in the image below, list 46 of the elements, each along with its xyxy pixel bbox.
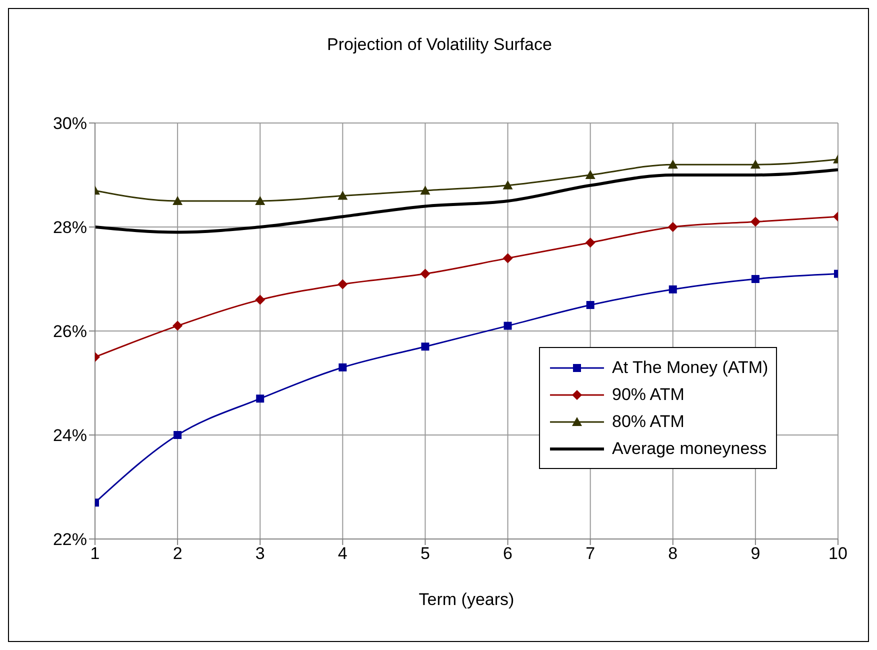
legend-label: 80% ATM [612, 412, 684, 432]
point [174, 431, 182, 439]
legend-label: At The Money (ATM) [612, 358, 768, 378]
point [338, 363, 347, 372]
point [255, 196, 266, 205]
point [750, 160, 760, 169]
point [502, 253, 513, 264]
x-tick-label: 8 [668, 544, 678, 564]
point [750, 216, 760, 227]
y-tick-label: 26% [52, 322, 87, 342]
y-tick-label: 30% [52, 114, 87, 134]
point [338, 279, 348, 290]
point [751, 275, 760, 283]
point [502, 180, 513, 190]
legend-label: Average moneyness [612, 438, 767, 458]
x-tick-label: 10 [828, 544, 848, 564]
point [586, 301, 594, 309]
x-axis-title: Term (years) [418, 590, 514, 609]
x-tick-label: 9 [750, 544, 760, 564]
line-series [95, 168, 838, 234]
x-tick-label: 3 [255, 544, 265, 564]
y-tick-label: 24% [52, 426, 87, 446]
point [420, 186, 430, 195]
point [585, 170, 596, 179]
x-tick-label: 6 [503, 544, 513, 564]
point [172, 196, 183, 205]
point [668, 222, 678, 232]
x-tick-label: 2 [172, 544, 182, 564]
y-tick-label: 22% [52, 530, 87, 550]
x-tick-label: 4 [338, 544, 348, 564]
x-tick-label: 5 [420, 544, 430, 564]
point [338, 190, 348, 200]
point [585, 238, 596, 248]
point [504, 322, 512, 330]
point [256, 394, 264, 403]
chart-title: Projection of Volatility Surface [326, 35, 553, 55]
point [421, 342, 430, 351]
point [668, 285, 677, 294]
x-tick-label: 1 [90, 544, 100, 564]
legend-label: 90% ATM [612, 384, 684, 404]
x-tick-label: 7 [586, 544, 596, 564]
point [668, 160, 678, 169]
point [420, 268, 430, 279]
point [172, 320, 183, 331]
y-tick-label: 28% [52, 218, 87, 238]
point [255, 294, 266, 305]
